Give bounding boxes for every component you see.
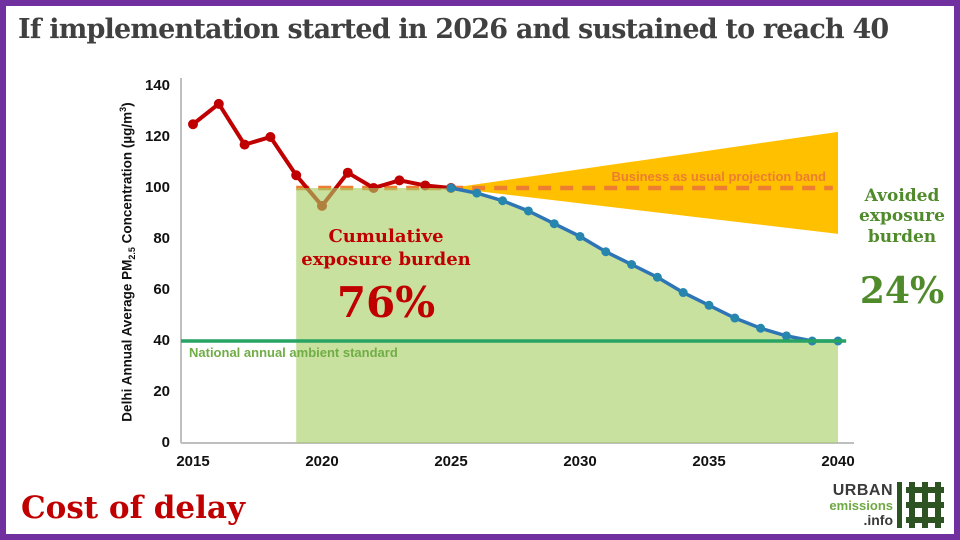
data-point <box>601 247 611 257</box>
data-point <box>807 336 817 346</box>
data-point <box>342 167 353 178</box>
cumulative-burden-label: Cumulative exposure burden <box>286 225 486 272</box>
data-point <box>317 200 327 211</box>
data-point <box>188 119 198 130</box>
cost-of-delay-caption: Cost of delay <box>21 490 245 526</box>
y-tick-label: 60 <box>153 281 170 298</box>
data-point <box>833 336 843 346</box>
avoided-burden-label-line1: Avoided <box>864 186 940 206</box>
data-point <box>498 196 508 206</box>
pathway-line <box>450 186 838 343</box>
hash-grid-icon <box>906 482 944 528</box>
data-point <box>704 300 714 310</box>
logo-text-urban: URBAN <box>832 482 893 500</box>
logo-text-info: .info <box>863 511 893 528</box>
x-tick-label: 2035 <box>692 453 726 470</box>
y-axis-title-superscript: 3 <box>118 106 128 112</box>
data-point <box>420 180 431 191</box>
logo-divider-bar <box>897 482 902 528</box>
cumulative-burden-value: 76% <box>336 278 436 327</box>
data-point <box>652 272 662 282</box>
y-axis-title-text3: ) <box>119 102 135 107</box>
data-point <box>756 323 766 333</box>
data-point <box>730 313 740 323</box>
x-tick-label: 2020 <box>305 453 339 470</box>
y-axis-title-subscript: 2.5 <box>127 247 138 260</box>
y-tick-label: 0 <box>161 434 170 451</box>
avoided-burden-label-line3: burden <box>867 226 937 247</box>
data-point <box>239 139 250 150</box>
data-point <box>213 98 224 109</box>
data-point <box>446 183 456 193</box>
bau-band-label: Business as usual projection band <box>611 169 826 184</box>
y-tick-label: 80 <box>153 230 170 247</box>
avoided-burden-label: Avoided exposure burden <box>849 186 954 247</box>
logo-text-emissions: emissions <box>829 498 893 514</box>
data-point <box>549 219 559 229</box>
x-tick-label: 2040 <box>821 453 855 470</box>
cumulative-burden-label-line1: Cumulative <box>328 226 444 247</box>
data-point <box>291 170 302 181</box>
avoided-burden-label-line2: exposure <box>859 206 945 227</box>
data-point <box>575 231 585 241</box>
cumulative-burden-label-line2: exposure burden <box>301 249 471 271</box>
y-axis-title-text: Delhi Annual Average PM <box>119 259 135 422</box>
page-title: If implementation started in 2026 and su… <box>18 14 889 45</box>
logo-text: URBAN emissions .info <box>829 482 893 528</box>
data-point <box>781 331 791 341</box>
x-tick-label: 2015 <box>176 453 210 470</box>
urbanemissions-logo: URBAN emissions .info <box>829 482 944 528</box>
data-point <box>472 188 482 198</box>
y-axis-title: Delhi Annual Average PM2.5 Concentration… <box>118 69 138 455</box>
data-point <box>394 175 405 186</box>
data-point <box>523 206 533 216</box>
data-point <box>627 260 637 269</box>
y-axis-title-text2: Concentration (µg/m <box>119 111 135 248</box>
ambient-standard-label: National annual ambient standard <box>189 345 398 360</box>
observed-line <box>191 100 452 210</box>
y-tick-label: 20 <box>153 383 170 400</box>
y-tick-label: 140 <box>144 77 170 94</box>
data-point <box>265 132 276 142</box>
avoided-burden-value: 24% <box>859 270 945 312</box>
y-tick-label: 100 <box>144 179 170 196</box>
y-tick-label: 40 <box>153 332 170 349</box>
x-tick-label: 2025 <box>434 453 468 470</box>
data-point <box>678 288 688 298</box>
data-point <box>446 183 456 193</box>
x-tick-label: 2030 <box>563 453 597 470</box>
y-tick-label: 120 <box>144 128 170 145</box>
data-point <box>368 183 379 193</box>
